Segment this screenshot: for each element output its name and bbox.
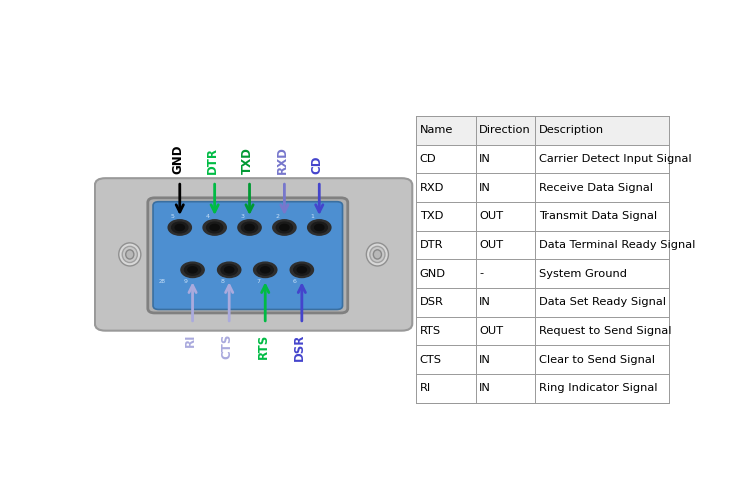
Text: 8: 8 [220,280,224,284]
Circle shape [290,262,314,278]
Text: IN: IN [479,298,491,308]
Text: System Ground: System Ground [538,268,627,278]
FancyBboxPatch shape [95,178,413,330]
Ellipse shape [370,246,385,262]
Text: DSR: DSR [293,334,306,360]
Text: RTS: RTS [420,326,441,336]
Text: RTS: RTS [256,334,269,358]
Text: 3: 3 [241,214,244,219]
Text: CD: CD [420,154,436,164]
Text: CD: CD [310,155,323,174]
FancyBboxPatch shape [153,202,343,310]
Circle shape [238,220,261,235]
Text: 2: 2 [275,214,280,219]
Text: TXD: TXD [241,146,254,174]
Ellipse shape [126,250,134,259]
Circle shape [297,266,307,273]
FancyBboxPatch shape [148,198,348,313]
Text: 9: 9 [184,280,188,284]
Text: 4: 4 [206,214,210,219]
Text: 1: 1 [310,214,314,219]
Circle shape [224,266,234,273]
Text: IN: IN [479,154,491,164]
Circle shape [175,224,184,230]
Text: CTS: CTS [220,334,233,358]
Text: Ring Indicator Signal: Ring Indicator Signal [538,384,657,394]
Text: Request to Send Signal: Request to Send Signal [538,326,671,336]
Ellipse shape [374,250,382,259]
Text: DSR: DSR [420,298,444,308]
Text: IN: IN [479,354,491,364]
Circle shape [294,264,310,275]
Text: OUT: OUT [479,240,503,250]
Text: Clear to Send Signal: Clear to Send Signal [538,354,655,364]
Text: OUT: OUT [479,326,503,336]
Text: TXD: TXD [420,211,443,221]
Circle shape [280,224,289,230]
Circle shape [217,262,241,278]
Circle shape [308,220,331,235]
Circle shape [221,264,237,275]
Text: RI: RI [184,334,196,347]
Text: Direction: Direction [479,125,531,135]
Text: RXD: RXD [275,146,289,174]
Circle shape [188,266,197,273]
Text: RI: RI [420,384,431,394]
Text: GND: GND [171,144,184,174]
Circle shape [244,224,254,230]
Text: 5: 5 [171,214,175,219]
Circle shape [254,262,277,278]
Text: Transmit Data Signal: Transmit Data Signal [538,211,657,221]
Circle shape [181,262,204,278]
Circle shape [276,222,292,233]
Text: IN: IN [479,182,491,192]
Text: Data Terminal Ready Signal: Data Terminal Ready Signal [538,240,695,250]
Text: 6: 6 [293,280,297,284]
Text: OUT: OUT [479,211,503,221]
Circle shape [311,222,328,233]
Circle shape [260,266,270,273]
Text: -: - [479,268,483,278]
Circle shape [242,222,258,233]
Text: Receive Data Signal: Receive Data Signal [538,182,652,192]
Circle shape [273,220,296,235]
Text: Carrier Detect Input Signal: Carrier Detect Input Signal [538,154,692,164]
Text: DTR: DTR [206,146,219,174]
Text: CTS: CTS [420,354,442,364]
Circle shape [203,220,226,235]
Text: DTR: DTR [420,240,443,250]
Circle shape [206,222,223,233]
Circle shape [184,264,201,275]
Circle shape [315,224,324,230]
Text: Description: Description [538,125,604,135]
Ellipse shape [118,243,141,266]
Ellipse shape [366,243,388,266]
Circle shape [210,224,219,230]
Text: IN: IN [479,384,491,394]
Text: RXD: RXD [420,182,444,192]
Text: Name: Name [420,125,453,135]
Ellipse shape [122,246,137,262]
Text: 2B: 2B [159,280,166,284]
Circle shape [168,220,191,235]
Circle shape [257,264,273,275]
Text: Data Set Ready Signal: Data Set Ready Signal [538,298,666,308]
Text: 7: 7 [256,280,260,284]
Circle shape [172,222,188,233]
Text: GND: GND [420,268,446,278]
Bar [416,116,669,144]
